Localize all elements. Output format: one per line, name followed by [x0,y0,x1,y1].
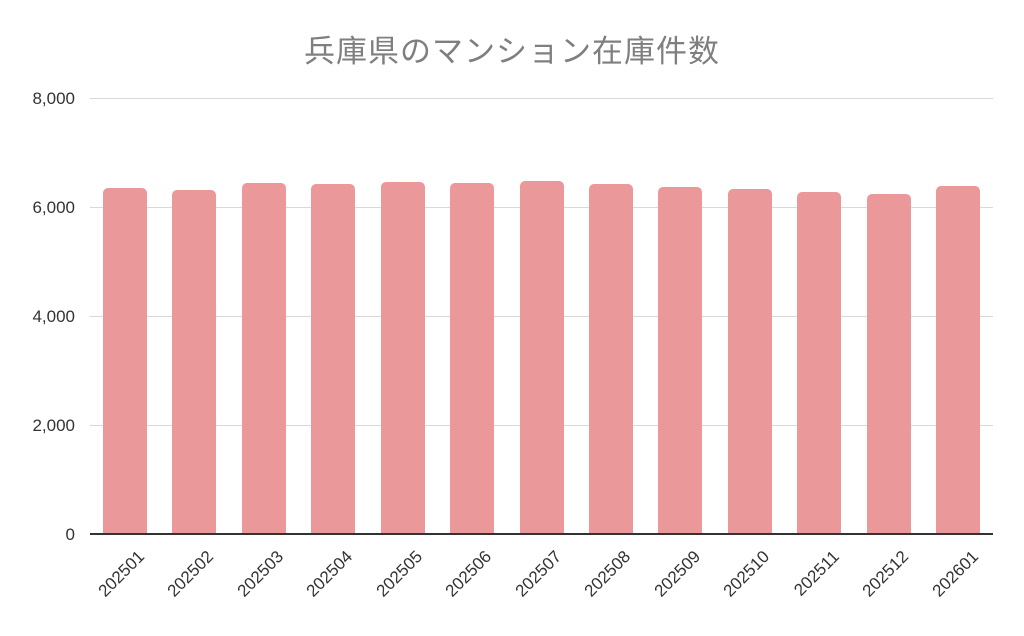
x-tick-label: 202506 [441,547,496,601]
x-tick-label: 202512 [858,547,913,601]
bar-slot: 202508 [576,99,645,601]
bar [311,184,356,535]
y-tick-label: 2,000 [32,416,75,435]
bar-slot: 202502 [159,99,228,601]
bar [797,191,842,535]
bar-slot: 202504 [298,99,367,601]
x-axis-line [90,533,993,535]
bar [866,193,911,535]
y-tick-label: 6,000 [32,198,75,217]
plot-area: 0 2,000 4,000 6,000 8,000 202501 202502 202503… [32,89,993,601]
bar [102,187,147,535]
x-tick-label: 202503 [233,547,288,601]
bars-layer: 202501 202502 202503 202504 202505 202506 2025… [90,99,993,601]
bar [936,186,981,535]
bar-slot: 202510 [715,99,784,601]
bar [172,190,217,535]
chart-title: 兵庫県のマンション在庫件数 [304,34,720,69]
bar [658,186,703,535]
bar-slot: 202506 [437,99,506,601]
x-tick-label: 202501 [94,547,149,601]
bar-slot: 202509 [646,99,715,601]
bar [241,183,286,535]
bar [519,181,564,535]
x-tick-label: 202509 [650,547,704,601]
gridline [90,98,993,99]
bar-slot: 202507 [507,99,576,601]
bar-slot: 202601 [924,99,993,601]
bar [450,182,495,535]
bar [727,189,772,535]
y-tick-label: 4,000 [32,307,75,326]
x-tick-label: 202507 [511,547,565,601]
x-tick-label: 202601 [928,547,982,601]
bar-slot: 202501 [90,99,159,601]
x-tick-label: 202510 [719,547,774,601]
x-tick-label: 202504 [303,547,357,601]
x-tick-label: 202511 [790,547,843,600]
y-tick-label: 0 [65,525,75,544]
bar-slot: 202503 [229,99,298,601]
bar-slot: 202505 [368,99,437,601]
x-tick-label: 202502 [164,547,218,601]
x-tick-label: 202508 [580,547,635,601]
y-tick-label: 8,000 [32,89,75,108]
x-tick-label: 202505 [372,547,427,601]
bar-slot: 202511 [785,99,854,600]
bar-slot: 202512 [854,99,923,601]
bar [589,184,634,535]
bar [380,182,425,535]
